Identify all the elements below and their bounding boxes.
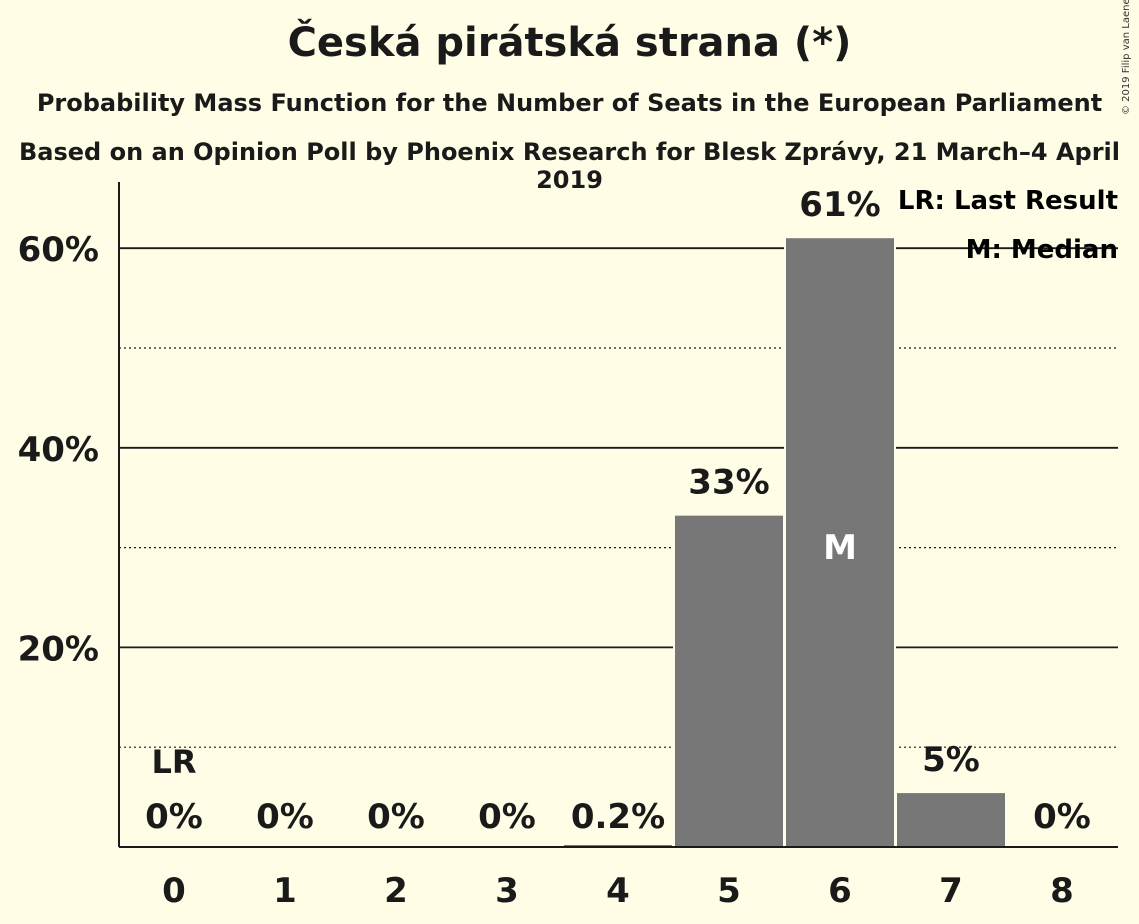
- x-tick-label: 7: [939, 871, 963, 911]
- data-label: 0.2%: [571, 797, 665, 837]
- x-tick-label: 3: [495, 871, 519, 911]
- x-tick-label: 8: [1050, 871, 1074, 911]
- x-tick-label: 1: [273, 871, 297, 911]
- y-tick-label: 40%: [18, 430, 99, 470]
- legend-last-result: LR: Last Result: [898, 186, 1118, 216]
- last-result-marker: LR: [151, 743, 196, 781]
- data-label: 61%: [799, 185, 880, 225]
- chart-title: Česká pirátská strana (*): [287, 20, 852, 66]
- data-label: 0%: [256, 797, 314, 837]
- data-label: 0%: [367, 797, 425, 837]
- median-marker: M: [823, 528, 857, 568]
- bar-seat-5: [675, 515, 783, 847]
- data-label: 0%: [1033, 797, 1091, 837]
- bar-halo: [562, 843, 674, 847]
- y-tick-label: 60%: [18, 230, 99, 270]
- data-label: 0%: [145, 797, 203, 837]
- x-tick-label: 0: [162, 871, 186, 911]
- bar-seat-7: [897, 793, 1005, 847]
- x-tick-label: 6: [828, 871, 852, 911]
- legend-median: M: Median: [966, 235, 1118, 265]
- chart-subtitle: Probability Mass Function for the Number…: [36, 89, 1103, 117]
- y-tick-label: 20%: [18, 629, 99, 669]
- bar-seat-6: [786, 238, 894, 848]
- x-tick-label: 4: [606, 871, 630, 911]
- x-tick-label: 2: [384, 871, 408, 911]
- data-label: 33%: [688, 463, 769, 503]
- data-label: 0%: [478, 797, 536, 837]
- chart-source-subtitle: Based on an Opinion Poll by Phoenix Rese…: [19, 138, 1120, 194]
- x-tick-label: 5: [717, 871, 741, 911]
- data-label: 5%: [922, 740, 980, 780]
